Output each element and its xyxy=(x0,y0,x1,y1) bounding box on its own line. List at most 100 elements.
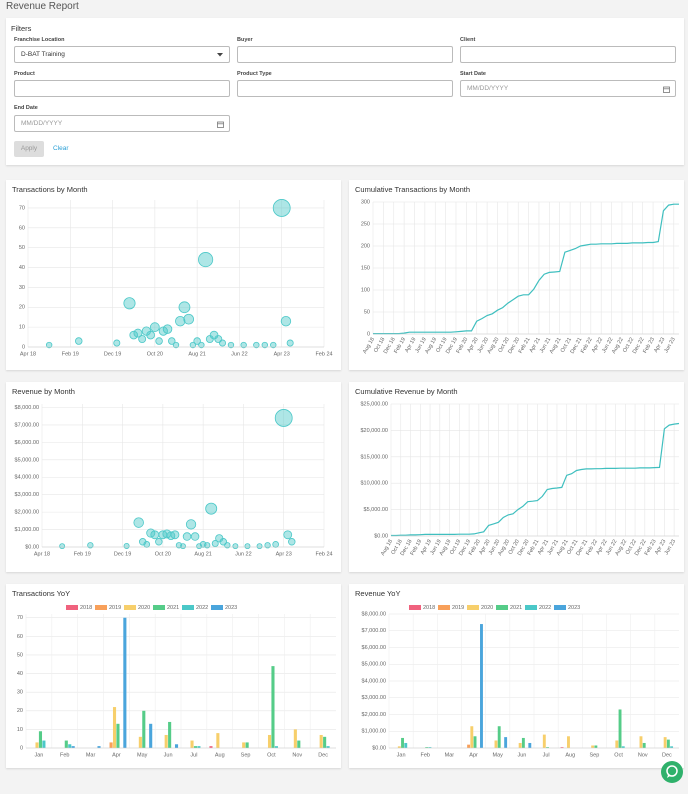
placeholder: MM/DD/YYYY xyxy=(21,120,63,127)
legend-label: 2018 xyxy=(80,605,92,611)
x-tick-label: Oct xyxy=(614,752,623,758)
bubble xyxy=(240,341,247,349)
x-tick-label: Jun xyxy=(517,752,526,758)
bubble xyxy=(146,330,155,340)
bar xyxy=(138,736,142,748)
bubble xyxy=(155,538,163,546)
chart-title: Transactions YoY xyxy=(12,589,70,598)
y-tick-label: 50 xyxy=(364,309,370,315)
legend-swatch xyxy=(211,605,223,610)
x-tick-label: Apr xyxy=(112,752,121,758)
y-tick-label: 50 xyxy=(19,245,25,251)
legend-swatch xyxy=(438,605,450,610)
bar xyxy=(591,745,595,748)
date-input[interactable]: MM/DD/YYYY xyxy=(460,80,676,97)
text-input[interactable] xyxy=(237,46,453,63)
x-tick-label: Apr 18 xyxy=(34,551,50,557)
bar xyxy=(521,737,525,748)
bar xyxy=(242,742,246,748)
bar xyxy=(542,734,546,748)
bar xyxy=(123,617,127,748)
y-tick-label: 40 xyxy=(17,671,23,677)
bubble xyxy=(45,341,53,349)
bar xyxy=(323,736,327,748)
legend-swatch xyxy=(467,605,479,610)
y-tick-label: $15,000.00 xyxy=(360,454,388,460)
y-tick-label: $3,000.00 xyxy=(15,492,39,498)
chart-title: Revenue YoY xyxy=(355,589,400,598)
y-tick-label: $7,000.00 xyxy=(15,422,39,428)
bar xyxy=(546,747,549,748)
y-tick-label: 0 xyxy=(22,344,25,350)
x-tick-label: Feb 24 xyxy=(315,351,332,357)
bubble xyxy=(198,252,214,268)
legend-label: 2020 xyxy=(481,605,493,611)
bar xyxy=(293,729,297,748)
x-tick-label: Nov xyxy=(638,752,648,758)
bubble xyxy=(170,530,180,540)
bar xyxy=(68,744,72,748)
line xyxy=(391,422,680,537)
x-tick-label: Jan xyxy=(397,752,406,758)
y-tick-label: 30 xyxy=(17,690,23,696)
bubble xyxy=(270,341,277,349)
legend-swatch xyxy=(66,605,78,610)
bubble xyxy=(162,324,173,334)
y-tick-label: $4,000.00 xyxy=(362,678,386,684)
bubble xyxy=(129,330,139,340)
bubble xyxy=(274,409,293,427)
clear-button[interactable]: Clear xyxy=(53,145,69,152)
bubble xyxy=(150,530,160,540)
chat-button[interactable] xyxy=(661,761,683,783)
bar xyxy=(470,726,474,748)
y-tick-label: 50 xyxy=(17,652,23,658)
bubble xyxy=(244,543,251,550)
bubble xyxy=(185,519,197,530)
legend-label: 2023 xyxy=(225,605,237,611)
legend-swatch xyxy=(496,605,508,610)
chart-panel: Cumulative Revenue by Month $0.00 $5,000.0… xyxy=(349,382,684,572)
line xyxy=(373,203,679,335)
y-tick-label: 100 xyxy=(361,287,370,293)
text-input[interactable] xyxy=(460,46,676,63)
chart-title: Transactions by Month xyxy=(12,185,88,194)
x-tick-label: Oct xyxy=(267,752,276,758)
y-tick-label: $0.00 xyxy=(374,533,388,539)
x-tick-label: Feb 19 xyxy=(62,351,79,357)
text-input[interactable] xyxy=(237,80,453,97)
bar xyxy=(528,742,532,748)
x-tick-label: Dec 19 xyxy=(104,351,121,357)
x-tick-label: Jul xyxy=(190,752,197,758)
bar xyxy=(271,666,275,748)
legend-label: 2021 xyxy=(167,605,179,611)
bubble xyxy=(74,337,83,345)
legend-swatch xyxy=(95,605,107,610)
bubble xyxy=(219,339,227,347)
field-label: Product Type xyxy=(237,71,272,77)
field-label: Client xyxy=(460,37,476,43)
legend-label: 2019 xyxy=(109,605,121,611)
legend-swatch xyxy=(124,605,136,610)
bubble xyxy=(175,315,186,327)
bubble xyxy=(209,330,219,340)
date-input[interactable]: MM/DD/YYYY xyxy=(14,115,230,132)
chart-panel: Transactions YoY 0 10 20 30 40 50 60 70 2018 2019 2… xyxy=(6,584,341,768)
y-tick-label: $5,000.00 xyxy=(15,457,39,463)
y-tick-label: $8,000.00 xyxy=(362,611,386,617)
bar xyxy=(494,740,498,748)
x-tick-label: Apr 23 xyxy=(276,551,292,557)
bar xyxy=(428,747,432,748)
bubble xyxy=(280,315,292,327)
bubble xyxy=(190,532,200,541)
select[interactable]: D-BAT Training xyxy=(14,46,230,63)
x-tick-label: Jun xyxy=(164,752,173,758)
chart-panel: Cumulative Transactions by Month 0 50 100 15… xyxy=(349,180,684,370)
x-tick-label: Apr xyxy=(469,752,478,758)
bar xyxy=(168,721,172,748)
bar xyxy=(401,737,404,748)
bar xyxy=(164,734,168,748)
x-tick-label: Mar xyxy=(86,752,96,758)
text-input[interactable] xyxy=(14,80,230,97)
chart-title: Cumulative Transactions by Month xyxy=(355,185,470,194)
apply-button[interactable]: Apply xyxy=(14,141,44,157)
